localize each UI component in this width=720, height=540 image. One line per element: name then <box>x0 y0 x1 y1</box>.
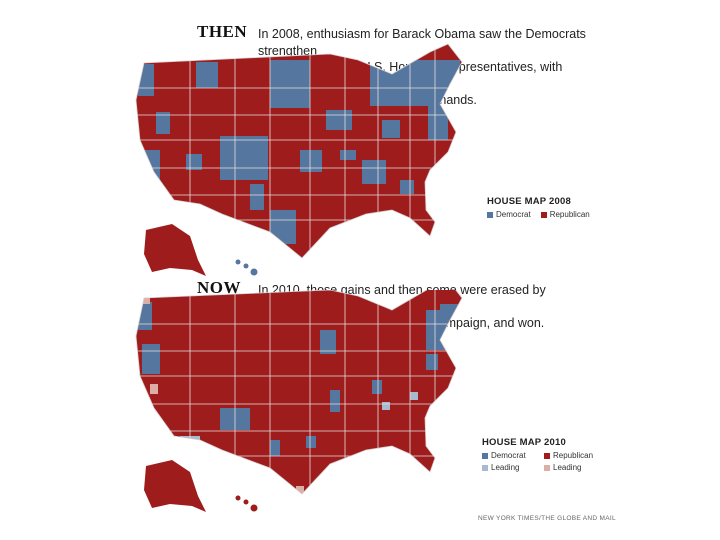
then-label: THEN <box>197 22 248 41</box>
republican-swatch <box>544 452 550 459</box>
legend-2008: HOUSE MAP 2008 Democrat Republican <box>487 196 590 219</box>
dem-leading-swatch <box>482 464 488 471</box>
legend-2010-democrat-label: Democrat <box>491 451 526 460</box>
hawaii-2010 <box>235 495 258 512</box>
legend-2008-title: HOUSE MAP 2008 <box>487 196 571 207</box>
legend-2010-republican: Republican <box>544 451 593 460</box>
legend-2010-dem-leading: Leading <box>482 463 534 472</box>
source-credit: NEW YORK TIMES/THE GLOBE AND MAIL <box>478 515 616 522</box>
map-2010 <box>135 290 463 512</box>
now-label: NOW <box>197 278 241 297</box>
legend-2010-rep-leading: Leading <box>544 463 581 472</box>
legend-2010: HOUSE MAP 2010 Democrat Republican Leadi… <box>482 437 593 472</box>
rep-leading-swatch <box>544 464 550 471</box>
legend-2008-democrat-label: Democrat <box>496 210 531 219</box>
alaska-2008 <box>144 224 206 276</box>
legend-2010-democrat: Democrat <box>482 451 534 460</box>
legend-2010-rep-leading-label: Leading <box>553 463 582 472</box>
democrat-swatch <box>482 452 488 459</box>
democrat-swatch <box>487 211 493 218</box>
legend-2010-republican-label: Republican <box>553 451 594 460</box>
legend-2008-republican: Republican <box>540 210 590 219</box>
then-caption-line-1: In 2008, enthusiasm for Barack Obama saw… <box>258 27 586 58</box>
republican-swatch <box>540 211 547 218</box>
map-2008 <box>135 43 463 276</box>
legend-2010-dem-leading-label: Leading <box>491 463 520 472</box>
legend-2010-title: HOUSE MAP 2010 <box>482 437 566 448</box>
legend-2008-democrat: Democrat <box>487 210 531 219</box>
alaska-2010 <box>144 460 206 512</box>
legend-2008-republican-label: Republican <box>549 210 590 219</box>
hawaii-2008 <box>235 259 258 276</box>
